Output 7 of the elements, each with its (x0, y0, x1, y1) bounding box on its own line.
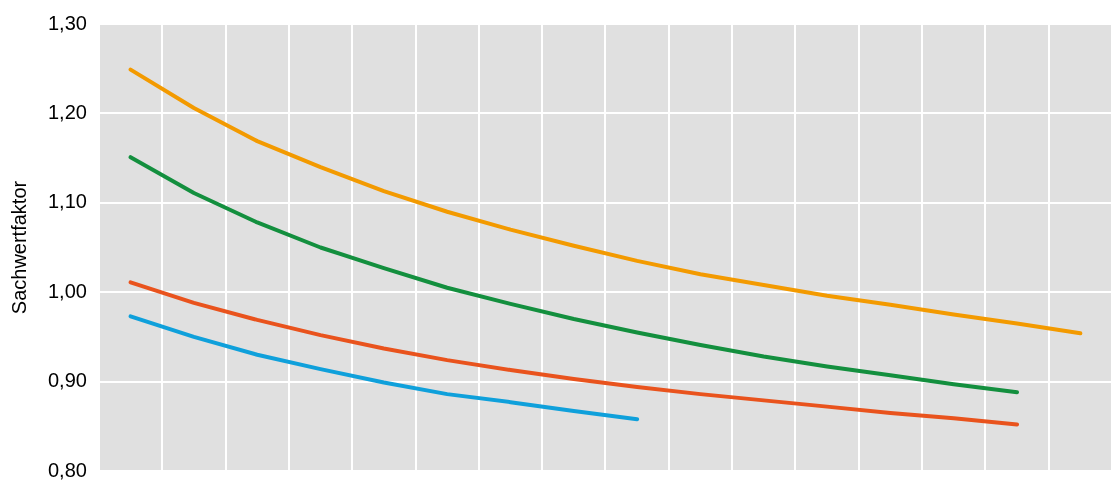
y-tick-label: 1,20 (47, 100, 87, 123)
y-tick-label: 0,80 (47, 458, 87, 481)
y-tick-label: 0,90 (47, 369, 87, 392)
y-tick-label: 1,00 (47, 279, 87, 302)
y-tick-label: 1,30 (47, 11, 87, 34)
y-axis-title: Sachwertfaktor (7, 180, 30, 315)
y-tick-label: 1,10 (47, 190, 87, 213)
